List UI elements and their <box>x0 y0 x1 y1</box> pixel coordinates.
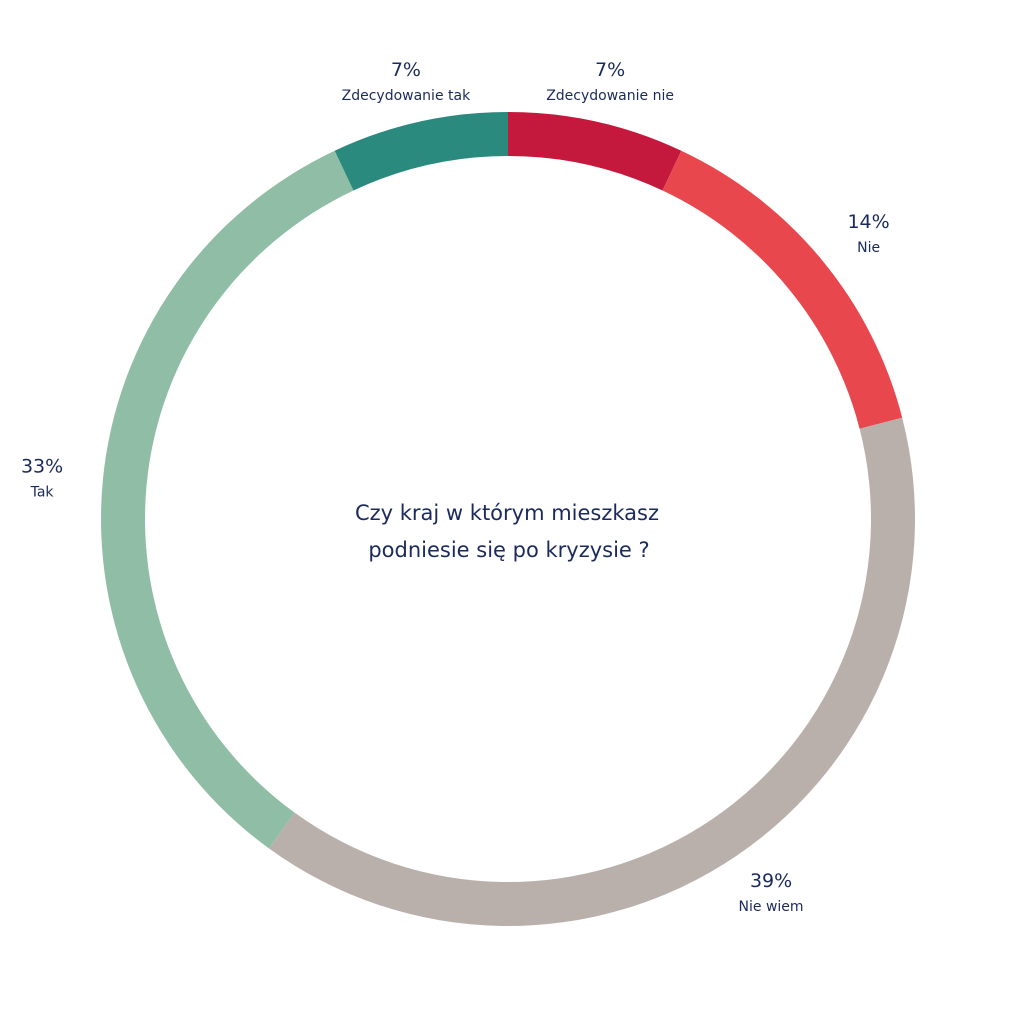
slice-labels: 7% Zdecydowanie nie 14% Nie 39% Nie wiem 33% Ta… <box>21 59 890 915</box>
slice-label-nie: 14% Nie <box>847 211 889 256</box>
slice-category-zdecydowanie-nie: Zdecydowanie nie <box>546 88 674 104</box>
slice-label-zdecydowanie-nie: 7% Zdecydowanie nie <box>546 59 674 104</box>
slice-value-zdecydowanie-nie: 7% <box>595 59 625 81</box>
slice-value-nie: 14% <box>847 211 889 233</box>
slice-category-nie-wiem: Nie wiem <box>739 899 804 915</box>
slice-label-zdecydowanie-tak: 7% Zdecydowanie tak <box>342 59 471 104</box>
slice-zdecydowanie-tak <box>334 112 508 191</box>
slice-nie <box>662 150 903 429</box>
slice-value-nie-wiem: 39% <box>750 870 792 892</box>
slice-zdecydowanie-nie <box>508 112 682 191</box>
slice-label-nie-wiem: 39% Nie wiem <box>739 870 804 915</box>
slice-category-zdecydowanie-tak: Zdecydowanie tak <box>342 88 471 104</box>
slice-nie-wiem <box>268 417 916 926</box>
slice-value-tak: 33% <box>21 456 63 478</box>
slice-value-zdecydowanie-tak: 7% <box>391 59 421 81</box>
donut-slices <box>100 112 916 926</box>
slice-category-tak: Tak <box>30 485 55 501</box>
chart-title-line-2: podniesie się po kryzysie ? <box>368 538 649 562</box>
slice-category-nie: Nie <box>857 240 880 256</box>
slice-tak <box>100 150 354 849</box>
chart-title-line-1: Czy kraj w którym mieszkasz <box>355 501 659 525</box>
slice-label-tak: 33% Tak <box>21 456 63 501</box>
